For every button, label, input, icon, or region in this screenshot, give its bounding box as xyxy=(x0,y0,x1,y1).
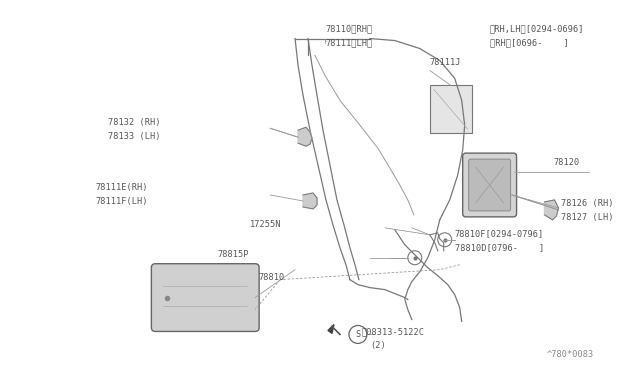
Text: Ⓜ08313-5122C: Ⓜ08313-5122C xyxy=(362,327,425,336)
Text: 78810F[0294-0796]: 78810F[0294-0796] xyxy=(454,229,544,238)
Bar xyxy=(430,86,472,133)
Text: 78111J: 78111J xyxy=(430,58,461,67)
Text: 78810: 78810 xyxy=(258,273,284,282)
Text: S: S xyxy=(355,330,360,339)
Polygon shape xyxy=(328,324,334,333)
Text: 78815P: 78815P xyxy=(217,250,249,259)
Polygon shape xyxy=(545,200,559,220)
Text: 78111〈LH〉: 78111〈LH〉 xyxy=(325,38,372,47)
Text: 78110〈RH〉: 78110〈RH〉 xyxy=(325,24,372,33)
FancyBboxPatch shape xyxy=(468,159,511,211)
Text: 78810D[0796-    ]: 78810D[0796- ] xyxy=(454,243,544,252)
Text: 78127 (LH): 78127 (LH) xyxy=(561,214,614,222)
Text: (2): (2) xyxy=(370,341,386,350)
Text: 78111F(LH): 78111F(LH) xyxy=(95,198,148,206)
Text: 17255N: 17255N xyxy=(250,220,282,230)
Text: 78132 (RH): 78132 (RH) xyxy=(108,118,161,127)
Text: 〈RH,LH〉[0294-0696]: 〈RH,LH〉[0294-0696] xyxy=(490,24,584,33)
FancyBboxPatch shape xyxy=(463,153,516,217)
Text: 78111E(RH): 78111E(RH) xyxy=(95,183,148,192)
Text: 〈RH〉[0696-    ]: 〈RH〉[0696- ] xyxy=(490,38,568,47)
FancyBboxPatch shape xyxy=(152,264,259,331)
Text: 78133 (LH): 78133 (LH) xyxy=(108,132,161,141)
Text: 78126 (RH): 78126 (RH) xyxy=(561,199,614,208)
Polygon shape xyxy=(303,193,317,209)
Text: ^780*0083: ^780*0083 xyxy=(547,350,594,359)
Text: 78120: 78120 xyxy=(554,158,580,167)
Polygon shape xyxy=(298,127,312,146)
